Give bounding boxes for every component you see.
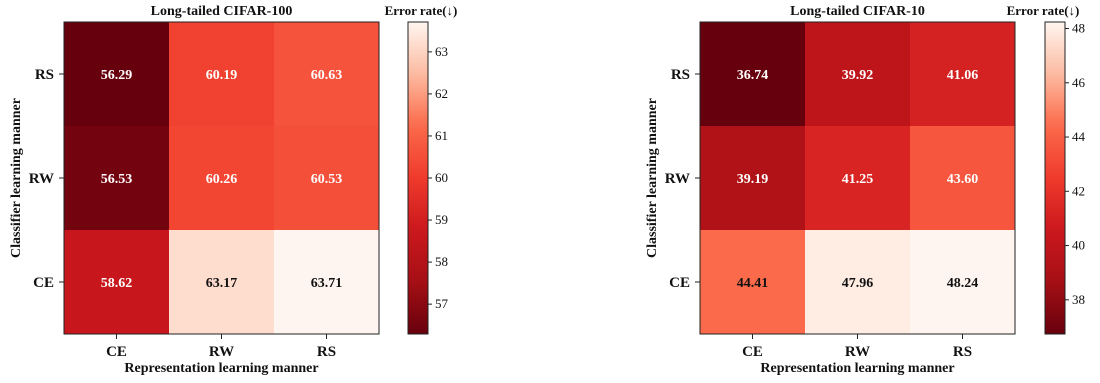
y-tick-label: CE [669,275,690,291]
x-tick-label: RW [209,344,234,360]
y-tick-label: RS [35,67,54,83]
heatmap-cell [169,230,274,334]
colorbar-tick-label: 60 [435,170,448,185]
y-tick-label: CE [33,275,54,291]
heatmap-cifar100: Long-tailed CIFAR-100 56.29 60.19 60.63 56.5… [9,3,457,376]
heatmap-cell [910,126,1015,230]
cell-value-label: 60.53 [311,172,343,187]
cell-value-label: 44.41 [737,276,769,291]
cell-value-label: 47.96 [842,276,874,291]
heatmap-cell [700,126,805,230]
colorbar-tick-label: 62 [435,86,448,101]
heatmap-cell [274,22,379,126]
heatmap-cell [805,126,910,230]
cell-value-label: 43.60 [947,172,979,187]
y-axis-title: Classifier learning manner [645,98,660,258]
cell-value-label: 60.26 [206,172,238,187]
x-tick-label: RS [953,344,972,360]
colorbar-tick-label: 40 [1072,238,1085,253]
heatmap-cell [274,230,379,334]
colorbar-tick-label: 38 [1072,292,1085,307]
colorbar-tick-label: 44 [1072,129,1086,144]
heatmap-cell [910,22,1015,126]
heatmap-cifar10: Long-tailed CIFAR-10 36.74 39.92 41.06 39.19… [645,3,1086,376]
colorbar [1044,21,1066,335]
cell-value-label: 56.53 [101,172,133,187]
y-tick-label: RW [29,171,54,187]
colorbar [407,21,429,335]
colorbar-tick-label: 46 [1072,75,1086,90]
colorbar-tick-label: 61 [435,128,448,143]
cell-value-label: 41.06 [947,68,979,83]
heatmap-cell [64,126,169,230]
y-axis-title: Classifier learning manner [9,98,24,258]
heatmap-cell [700,22,805,126]
x-tick-label: RW [845,344,870,360]
colorbar-title: Error rate(↓) [385,3,458,18]
x-axis-title: Representation learning manner [760,361,954,376]
colorbar-tick-label: 48 [1072,21,1085,36]
x-tick-label: RS [317,344,336,360]
y-tick-label: RS [671,67,690,83]
cell-value-label: 56.29 [101,68,133,83]
cell-value-label: 39.92 [842,68,874,83]
heatmap-cell [169,22,274,126]
chart-title: Long-tailed CIFAR-100 [151,4,293,19]
chart-title: Long-tailed CIFAR-10 [790,4,925,19]
heatmap-cell [169,126,274,230]
colorbar-tick-label: 42 [1072,183,1085,198]
x-tick-label: CE [742,344,763,360]
cell-value-label: 58.62 [101,276,133,291]
colorbar-tick-label: 63 [435,44,448,59]
colorbar-title: Error rate(↓) [1007,3,1080,18]
cell-value-label: 63.71 [311,276,343,291]
cell-value-label: 48.24 [947,276,979,291]
cell-value-label: 60.63 [311,68,343,83]
x-tick-label: CE [106,344,127,360]
cell-value-label: 63.17 [206,276,238,291]
heatmap-cell [274,126,379,230]
heatmap-cell [700,230,805,334]
heatmap-cell [910,230,1015,334]
colorbar-tick-label: 59 [435,212,448,227]
heatmap-cell [805,230,910,334]
cell-value-label: 36.74 [737,68,769,83]
heatmap-cell [64,230,169,334]
cell-value-label: 39.19 [737,172,769,187]
cell-value-label: 60.19 [206,68,238,83]
heatmap-cell [805,22,910,126]
cell-value-label: 41.25 [842,172,874,187]
colorbar-tick-label: 58 [435,254,448,269]
y-tick-label: RW [665,171,690,187]
colorbar-tick-label: 57 [435,296,449,311]
x-axis-title: Representation learning manner [124,361,318,376]
heatmap-cell [64,22,169,126]
